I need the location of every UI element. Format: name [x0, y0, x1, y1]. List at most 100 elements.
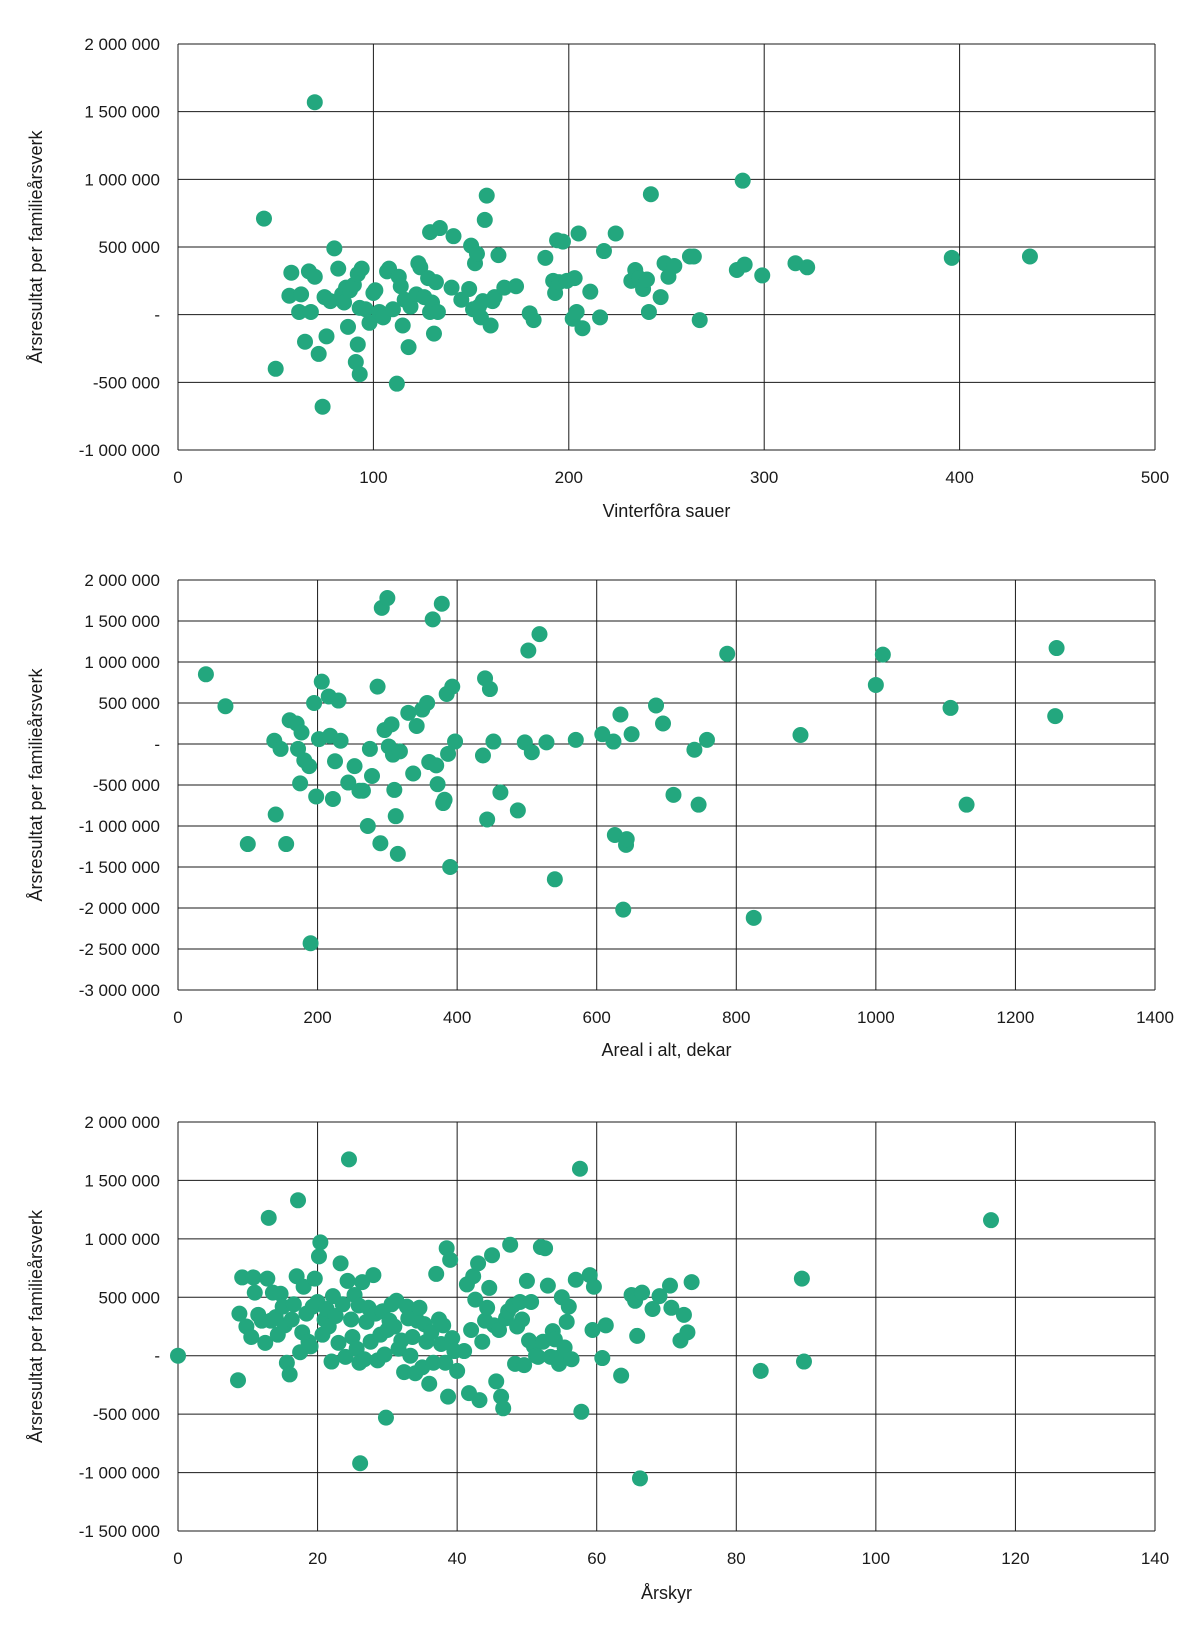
data-point	[278, 836, 295, 853]
data-point	[217, 698, 234, 715]
data-point	[567, 731, 584, 748]
data-point	[605, 733, 622, 750]
x-tick-label: 40	[448, 1549, 467, 1568]
x-tick-label: 1200	[997, 1008, 1035, 1027]
data-point	[306, 94, 323, 111]
data-point	[474, 747, 491, 764]
data-point	[485, 733, 502, 750]
data-point	[492, 784, 509, 801]
data-point	[255, 210, 272, 227]
y-tick-label: -1 500 000	[79, 1522, 160, 1541]
data-point	[267, 806, 284, 823]
data-point	[615, 901, 632, 918]
data-point	[230, 1372, 247, 1389]
data-point	[511, 1293, 528, 1310]
data-point	[367, 282, 384, 299]
data-point	[651, 1288, 668, 1305]
data-point	[312, 1234, 329, 1251]
data-point	[867, 676, 884, 693]
x-tick-label: 140	[1141, 1549, 1169, 1568]
data-point	[502, 1236, 519, 1253]
data-point	[675, 1306, 692, 1323]
data-point	[267, 360, 284, 377]
data-point	[449, 1362, 466, 1379]
data-point	[308, 788, 325, 805]
x-tick-label: 1400	[1136, 1008, 1174, 1027]
y-tick-label: 1 000 000	[84, 170, 160, 189]
data-point	[686, 741, 703, 758]
data-point	[423, 1324, 440, 1341]
data-point	[302, 935, 319, 952]
data-point	[612, 706, 629, 723]
y-tick-label: -2 500 000	[79, 940, 160, 959]
data-point	[260, 1209, 277, 1226]
data-point	[793, 1270, 810, 1287]
data-point	[297, 333, 314, 350]
data-point	[357, 301, 374, 318]
data-point	[666, 257, 683, 274]
data-point	[531, 626, 548, 643]
y-tick-label: 1 000 000	[84, 1230, 160, 1249]
data-point	[496, 279, 513, 296]
data-point	[491, 1322, 508, 1339]
data-point	[538, 734, 555, 751]
data-point	[444, 1330, 461, 1347]
data-point	[234, 1269, 251, 1286]
data-point	[508, 278, 525, 295]
data-point	[281, 287, 298, 304]
data-point	[388, 375, 405, 392]
y-tick-label: 2 000 000	[84, 35, 160, 54]
data-point	[306, 1270, 323, 1287]
data-point	[638, 271, 655, 288]
data-point	[425, 1354, 442, 1371]
data-point	[391, 743, 408, 760]
data-point	[332, 732, 349, 749]
data-point	[431, 220, 448, 237]
data-point	[314, 398, 331, 415]
x-axis-label: Areal i alt, dekar	[601, 1040, 731, 1060]
data-point	[752, 1362, 769, 1379]
data-point	[663, 1299, 680, 1316]
data-point	[372, 835, 389, 852]
data-point	[534, 1333, 551, 1350]
data-point	[327, 753, 344, 770]
data-point	[197, 666, 214, 683]
data-point	[361, 314, 378, 331]
data-point	[571, 1160, 588, 1177]
data-point	[427, 274, 444, 291]
data-point	[661, 1277, 678, 1294]
y-tick-label: -1 000 000	[79, 817, 160, 836]
y-tick-label: -500 000	[93, 776, 160, 795]
data-point	[719, 645, 736, 662]
data-point	[958, 796, 975, 813]
data-point	[698, 731, 715, 748]
data-point	[479, 811, 496, 828]
data-point	[479, 1299, 496, 1316]
x-tick-label: 20	[308, 1549, 327, 1568]
data-point	[339, 318, 356, 335]
data-point	[585, 1278, 602, 1295]
data-point	[530, 1348, 547, 1365]
data-point	[340, 774, 357, 791]
data-point	[440, 1388, 457, 1405]
data-point	[310, 1248, 327, 1265]
data-point	[482, 317, 499, 334]
data-point	[323, 1353, 340, 1370]
data-point	[356, 1351, 373, 1368]
data-point	[419, 695, 436, 711]
data-point	[613, 1367, 630, 1384]
data-point	[537, 249, 554, 266]
data-point	[387, 808, 404, 825]
data-point	[435, 1317, 452, 1334]
data-point	[584, 1322, 601, 1339]
data-point	[424, 611, 441, 628]
x-tick-label: 100	[862, 1549, 890, 1568]
data-point	[1047, 708, 1064, 725]
data-point	[554, 233, 571, 250]
x-tick-label: 0	[173, 468, 182, 487]
data-point	[405, 765, 422, 782]
x-tick-label: 400	[945, 468, 973, 487]
data-point	[354, 782, 371, 799]
data-point	[421, 1375, 438, 1392]
